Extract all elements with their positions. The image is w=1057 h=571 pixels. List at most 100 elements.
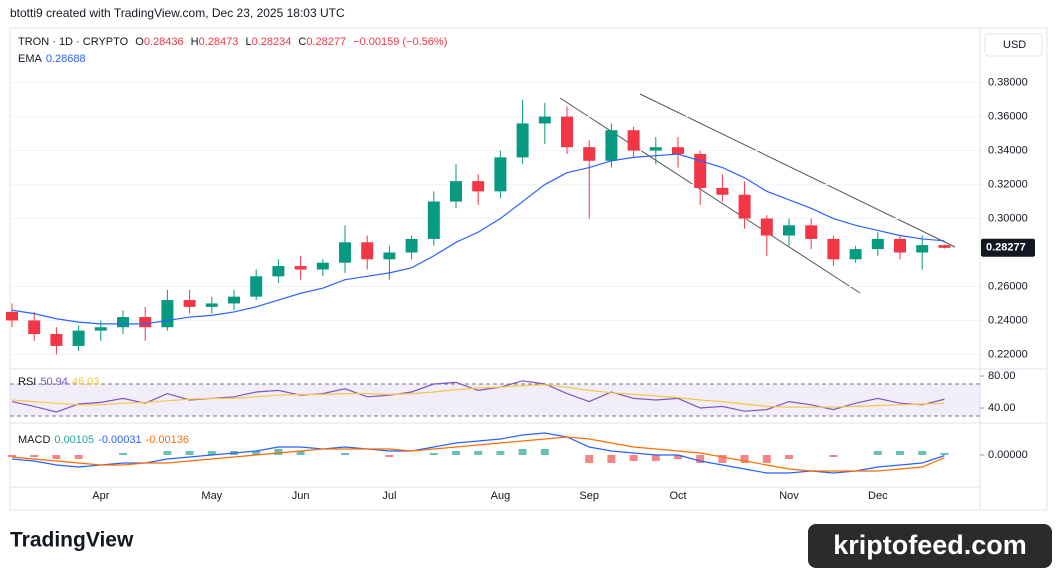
candle-body <box>316 262 329 270</box>
l-label: L <box>245 36 252 48</box>
c-value: 0.28277 <box>306 36 347 48</box>
histogram-bar <box>918 451 927 455</box>
histogram-bar <box>74 455 83 459</box>
candle-body <box>28 320 41 335</box>
candle-body <box>561 116 573 148</box>
histogram-bar <box>896 451 904 455</box>
y-tick-label: 0.30000 <box>988 212 1028 224</box>
rsi-ma-value: 46.03 <box>71 376 100 388</box>
channel-line <box>639 93 956 248</box>
y-tick-label: 0.38000 <box>988 77 1028 89</box>
y-tick-label: 0.36000 <box>988 111 1028 123</box>
candle-body <box>383 252 396 260</box>
histogram-bar <box>52 455 61 459</box>
y-tick-label: 0.34000 <box>988 144 1028 156</box>
c-label: C <box>298 36 307 48</box>
x-tick-label: Jul <box>382 490 396 502</box>
candle-body <box>117 317 129 328</box>
channel-line <box>559 97 861 294</box>
x-tick-label: Sep <box>579 490 599 502</box>
histogram-bar <box>296 451 305 455</box>
macd-line <box>11 432 945 474</box>
macd-name: MACD <box>18 434 51 446</box>
y-tick-label: 0.22000 <box>988 348 1028 360</box>
histogram-bar <box>740 455 749 463</box>
o-value: 0.28436 <box>143 36 184 48</box>
histogram-bar <box>607 455 616 463</box>
macd-legend: MACD 0.00105 -0.00031 -0.00136 <box>18 434 193 446</box>
candle-body <box>94 327 107 331</box>
x-tick-label: Oct <box>669 490 686 502</box>
signal-value: -0.00136 <box>145 434 190 446</box>
ema-name: EMA <box>18 53 42 65</box>
ema-line <box>11 153 945 325</box>
histogram-bar <box>829 455 838 457</box>
histogram-bar <box>452 451 460 455</box>
frame <box>9 27 1048 511</box>
histogram-bar <box>518 449 527 455</box>
histogram-bar <box>274 449 283 455</box>
candle-body <box>627 130 640 151</box>
histogram-bar <box>185 451 194 455</box>
candle-body <box>716 187 729 195</box>
histogram-bar <box>163 451 172 455</box>
histogram-bar <box>696 455 705 463</box>
h-value: 0.28473 <box>198 36 239 48</box>
candle-body <box>250 276 263 297</box>
x-tick-label: Jun <box>292 490 310 502</box>
histogram-bar <box>674 455 682 459</box>
histogram-bar <box>8 455 16 457</box>
histogram-bar <box>385 455 394 457</box>
candle-body <box>538 116 551 124</box>
candle-body <box>205 303 218 307</box>
candle-body <box>161 300 174 328</box>
y-tick-label: 0.26000 <box>988 280 1028 292</box>
candle-body <box>738 194 751 219</box>
ohlc-legend: TRON · 1D · CRYPTO O0.28436 H0.28473 L0.… <box>18 36 451 48</box>
histogram-bar <box>651 455 660 461</box>
candle-body <box>339 242 351 263</box>
y-tick-label: 0.00000 <box>988 449 1028 461</box>
x-tick-label: Aug <box>491 490 511 502</box>
candle-body <box>938 245 951 248</box>
candle-body <box>760 218 773 236</box>
x-tick-label: Apr <box>92 490 109 502</box>
histogram-bar <box>207 451 216 455</box>
h-label: H <box>190 36 199 48</box>
candle-body <box>849 249 862 260</box>
histogram-bar <box>252 451 261 455</box>
histogram-bar <box>30 455 39 457</box>
last-price: 0.28277 <box>986 242 1026 254</box>
histogram-bar <box>540 449 549 455</box>
candle-body <box>827 238 840 260</box>
o-label: O <box>135 36 144 48</box>
x-tick-label: Dec <box>868 490 888 502</box>
histogram-bar <box>629 455 638 461</box>
candle-body <box>72 330 85 346</box>
candle-body <box>272 266 285 277</box>
candle-body <box>228 296 240 304</box>
candle-body <box>805 225 818 239</box>
x-tick-label: Nov <box>779 490 799 502</box>
ema-value: 0.28688 <box>45 53 86 65</box>
watermark-bg <box>808 524 1052 568</box>
y-tick-label: 0.32000 <box>988 178 1028 190</box>
rsi-name: RSI <box>18 376 37 388</box>
watermark: kriptofeed.com <box>833 530 1027 560</box>
candle-body <box>139 317 152 328</box>
l-value: 0.28234 <box>251 36 292 48</box>
histogram-bar <box>474 451 483 455</box>
plot: 0.38000 0.36000 0.34000 0.32000 0.30000 0.260… <box>6 77 1035 502</box>
histogram-bar <box>873 451 882 455</box>
candle-body <box>916 245 929 253</box>
candle-body <box>294 266 307 270</box>
rsi-value: 50.94 <box>40 376 68 388</box>
header: btotti9 created with TradingView.com, De… <box>10 6 345 20</box>
histogram-bar <box>762 455 771 463</box>
candle-body <box>672 147 684 154</box>
ema-legend: EMA 0.28688 <box>18 53 90 65</box>
histogram-bar <box>940 452 949 455</box>
y-tick-label: 0.24000 <box>988 314 1028 326</box>
